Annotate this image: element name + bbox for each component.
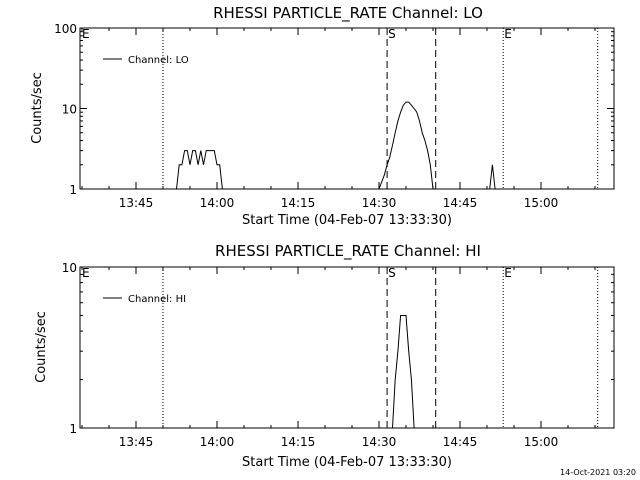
chart-panel-hi: RHESSI PARTICLE_RATE Channel: HI 1 10 13:… [34, 242, 615, 470]
x-tick-label: 14:30 [362, 196, 397, 210]
event-marker-label: E [82, 27, 90, 41]
x-tick-label: 14:15 [281, 435, 316, 449]
y-axis-label-lo: Counts/sec [30, 72, 45, 144]
y-axis-label-hi: Counts/sec [34, 311, 49, 383]
series-line-hi [392, 315, 415, 429]
x-axis-label-hi: Start Time (04-Feb-07 13:33:30) [242, 455, 452, 470]
event-marker-label: E [504, 266, 512, 280]
x-tick-label: 14:30 [362, 435, 397, 449]
event-marker-label: E [504, 27, 512, 41]
y-tick-label: 1 [69, 422, 77, 436]
y-tick-label: 10 [62, 103, 77, 117]
legend-label-lo: Channel: LO [128, 55, 189, 66]
event-marker-label: S [388, 266, 396, 280]
plot-frame-hi [79, 266, 615, 429]
x-tick-label: 15:00 [524, 435, 559, 449]
legend-label-hi: Channel: HI [128, 294, 186, 305]
y-tick-label: 100 [54, 22, 77, 36]
chart-title-lo: RHESSI PARTICLE_RATE Channel: LO [213, 4, 483, 23]
x-tick-label: 14:00 [200, 435, 235, 449]
x-tick-label: 13:45 [119, 196, 154, 210]
event-marker-label: S [388, 27, 396, 41]
x-tick-label: 14:45 [443, 196, 478, 210]
plot-frame-lo [79, 27, 615, 190]
chart-title-hi: RHESSI PARTICLE_RATE Channel: HI [215, 242, 481, 261]
legend-lo: Channel: LO [103, 55, 189, 66]
plot-timestamp: 14-Oct-2021 03:20 [560, 468, 636, 477]
legend-hi: Channel: HI [103, 294, 186, 305]
x-tick-label: 13:45 [119, 435, 154, 449]
y-tick-label: 10 [62, 261, 77, 275]
y-tick-label: 1 [69, 183, 77, 197]
event-marker-label: E [82, 266, 90, 280]
x-axis-label-lo: Start Time (04-Feb-07 13:33:30) [242, 213, 452, 228]
series-line-lo [176, 150, 231, 190]
series-line-lo [489, 164, 496, 190]
x-tick-label: 14:15 [281, 196, 316, 210]
chart-panel-lo: RHESSI PARTICLE_RATE Channel: LO 110100 … [30, 4, 615, 228]
series-line-lo [378, 101, 434, 190]
x-tick-label: 15:00 [524, 196, 559, 210]
x-tick-label: 14:45 [443, 435, 478, 449]
x-tick-label: 14:00 [200, 196, 235, 210]
